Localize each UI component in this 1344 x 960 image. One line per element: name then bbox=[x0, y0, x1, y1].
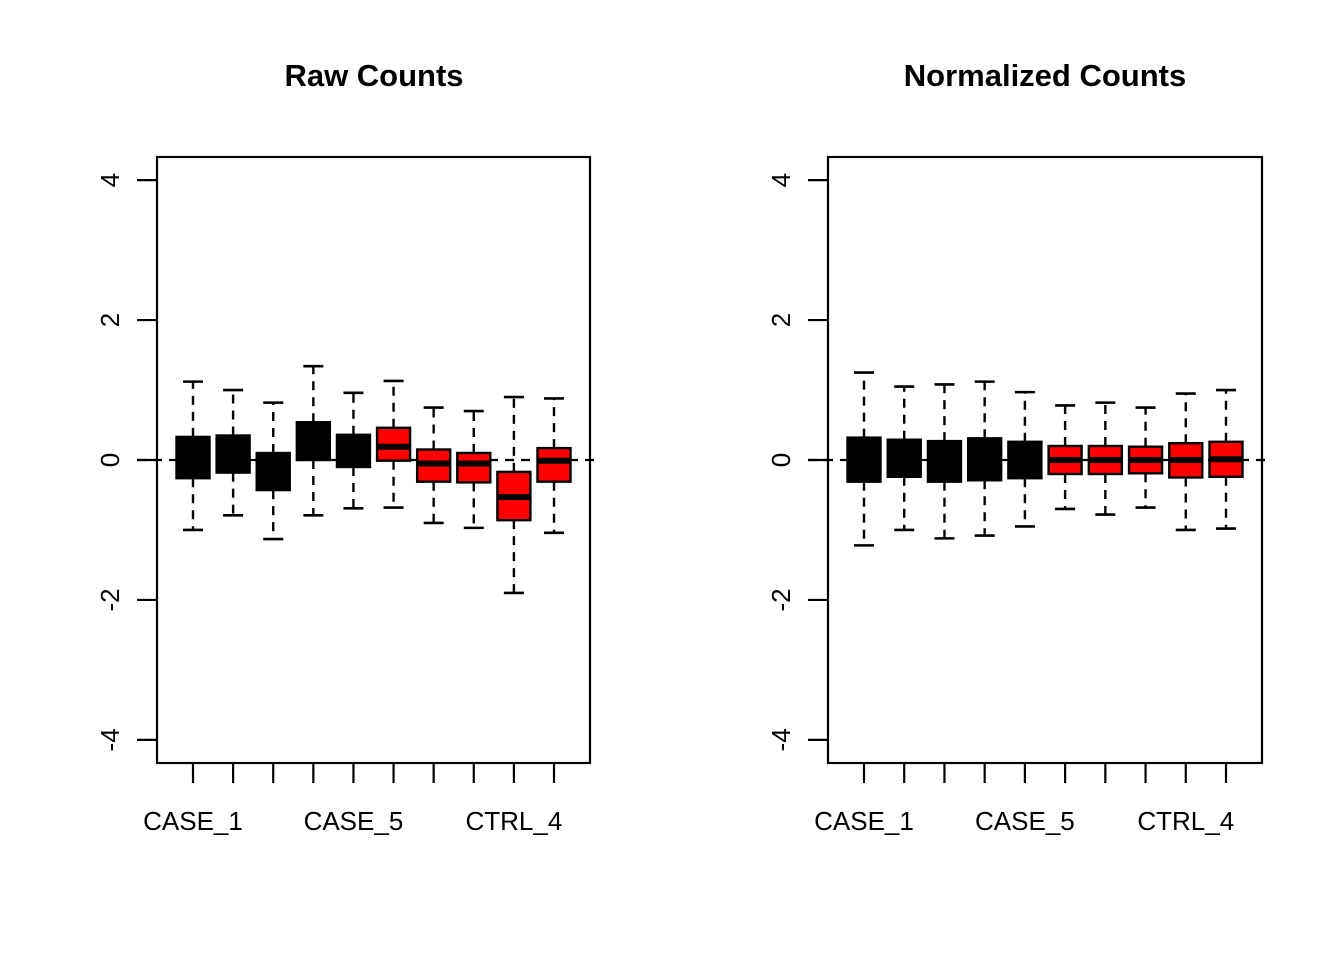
panel-border bbox=[826, 155, 1264, 765]
boxplot-box bbox=[1127, 406, 1164, 509]
normalized-counts-title: Normalized Counts bbox=[903, 58, 1187, 93]
boxplot-box bbox=[966, 380, 1003, 537]
boxplot-box bbox=[886, 385, 922, 532]
x-tick-label: CASE_1 bbox=[143, 806, 243, 836]
boxplot-box bbox=[215, 388, 251, 517]
y-tick-label: -2 bbox=[766, 588, 796, 611]
y-tick-label: 0 bbox=[95, 453, 125, 467]
boxplot-box bbox=[1168, 392, 1204, 532]
y-tick-label: 4 bbox=[766, 173, 796, 187]
y-tick-label: 2 bbox=[95, 313, 125, 327]
x-tick-label: CASE_5 bbox=[975, 806, 1075, 836]
panel-border bbox=[155, 155, 592, 765]
x-tick-label: CTRL_4 bbox=[465, 806, 562, 836]
y-tick-label: 0 bbox=[766, 453, 796, 467]
y-tick-label: 4 bbox=[95, 173, 125, 187]
boxplot-box bbox=[1087, 401, 1124, 516]
boxplot-box bbox=[846, 371, 882, 547]
boxplot-box bbox=[1208, 388, 1244, 530]
raw-counts-panel: 4 2 0 -2 -4 CASE_1 CASE_5 CTRL_4 bbox=[95, 155, 600, 836]
boxplot-box bbox=[496, 395, 532, 595]
boxplot-box bbox=[295, 364, 332, 517]
y-tick-label: -4 bbox=[95, 728, 125, 751]
x-tick-label: CASE_5 bbox=[304, 806, 404, 836]
raw-counts-title: Raw Counts bbox=[284, 58, 464, 93]
boxplot-box bbox=[255, 401, 291, 541]
iqr-box bbox=[456, 451, 492, 484]
normalized-counts-panel: 4 2 0 -2 -4 CASE_1 CASE_5 CTRL_4 bbox=[766, 155, 1272, 836]
boxplot-box bbox=[175, 380, 211, 532]
x-tick-label: CTRL_4 bbox=[1137, 806, 1234, 836]
boxplot-box bbox=[375, 379, 412, 509]
boxplot-box bbox=[335, 391, 372, 510]
y-tick-label: -4 bbox=[766, 728, 796, 751]
boxplot-box bbox=[415, 406, 452, 525]
boxplot-box bbox=[1047, 404, 1083, 511]
y-tick-label: 2 bbox=[766, 313, 796, 327]
iqr-box bbox=[536, 446, 572, 483]
y-tick-label: -2 bbox=[95, 588, 125, 611]
boxplot-box bbox=[1007, 390, 1043, 528]
boxplot-box bbox=[456, 409, 492, 530]
x-tick-label: CASE_1 bbox=[814, 806, 914, 836]
boxplot-box bbox=[926, 383, 963, 540]
boxplot-box bbox=[536, 397, 572, 535]
